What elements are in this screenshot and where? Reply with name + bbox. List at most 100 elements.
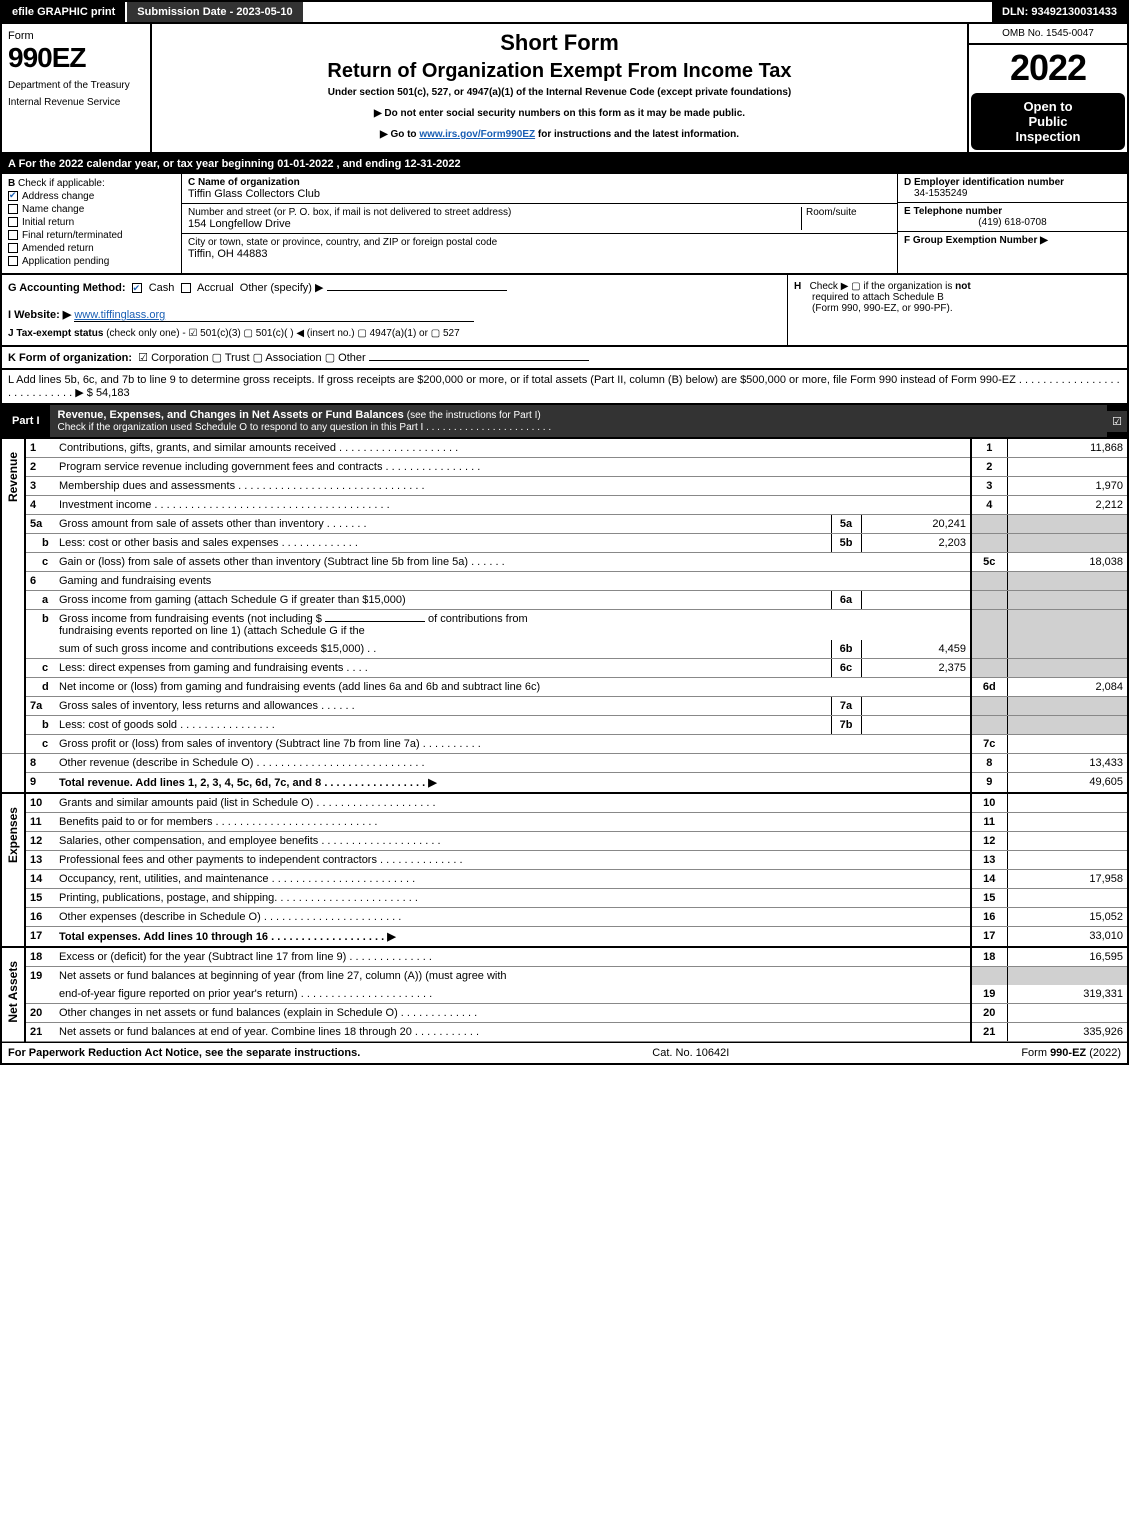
- e-phone-label: E Telephone number: [904, 206, 1002, 217]
- checkbox-initial-return[interactable]: [8, 217, 18, 227]
- g-label: G Accounting Method:: [8, 282, 126, 294]
- l15-desc: Printing, publications, postage, and shi…: [55, 889, 971, 908]
- l-row: L Add lines 5b, 6c, and 7b to line 9 to …: [0, 370, 1129, 405]
- l6c-col-grey: [971, 659, 1007, 678]
- section-def: D Employer identification number 34-1535…: [897, 174, 1127, 273]
- checkbox-application-pending[interactable]: [8, 256, 18, 266]
- l6c-num: c: [25, 659, 55, 678]
- revenue-vert-label: Revenue: [6, 442, 20, 512]
- l6b-num: b: [25, 610, 55, 659]
- l5b-num: b: [25, 534, 55, 553]
- checkbox-name-change[interactable]: [8, 204, 18, 214]
- city-state-zip: Tiffin, OH 44883: [188, 248, 268, 260]
- d-ein-label: D Employer identification number: [904, 177, 1064, 188]
- l6b-blank[interactable]: [325, 621, 425, 622]
- tax-year: 2022: [969, 45, 1127, 91]
- l7b-desc: Less: cost of goods sold . . . . . . . .…: [55, 716, 831, 735]
- line-7c: c Gross profit or (loss) from sales of i…: [2, 735, 1127, 754]
- line-5a: 5a Gross amount from sale of assets othe…: [2, 515, 1127, 534]
- l3-col: 3: [971, 477, 1007, 496]
- l15-col: 15: [971, 889, 1007, 908]
- l7a-desc: Gross sales of inventory, less returns a…: [55, 697, 831, 716]
- ein-value: 34-1535249: [904, 188, 967, 199]
- line-8: 8 Other revenue (describe in Schedule O)…: [2, 754, 1127, 773]
- irs-link[interactable]: www.irs.gov/Form990EZ: [419, 129, 535, 140]
- other-specify-input[interactable]: [327, 290, 507, 291]
- l5a-num: 5a: [25, 515, 55, 534]
- form-header: Form 990EZ Department of the Treasury In…: [0, 24, 1129, 154]
- open-to-public: Open to Public Inspection: [971, 93, 1125, 150]
- l7a-num: 7a: [25, 697, 55, 716]
- line-19a: 19 Net assets or fund balances at beginn…: [2, 967, 1127, 986]
- l10-val: [1007, 793, 1127, 813]
- l3-num: 3: [25, 477, 55, 496]
- l7b-col-grey: [971, 716, 1007, 735]
- line-11: 11 Benefits paid to or for members . . .…: [2, 813, 1127, 832]
- line-20: 20 Other changes in net assets or fund b…: [2, 1004, 1127, 1023]
- l7a-subval: [861, 697, 971, 716]
- l18-num: 18: [25, 947, 55, 967]
- footer-right-pre: Form: [1021, 1047, 1050, 1059]
- footer-right-bold: 990-EZ: [1050, 1047, 1086, 1059]
- efile-print-button[interactable]: efile GRAPHIC print: [2, 2, 125, 22]
- part-i-title-note: (see the instructions for Part I): [407, 410, 541, 421]
- accrual-label: Accrual: [197, 282, 234, 294]
- page-footer: For Paperwork Reduction Act Notice, see …: [0, 1042, 1129, 1065]
- l14-desc: Occupancy, rent, utilities, and maintena…: [55, 870, 971, 889]
- line-21: 21 Net assets or fund balances at end of…: [2, 1023, 1127, 1042]
- checkbox-amended-return[interactable]: [8, 243, 18, 253]
- l2-val: [1007, 458, 1127, 477]
- l5c-desc: Gain or (loss) from sale of assets other…: [55, 553, 971, 572]
- k-other-input[interactable]: [369, 360, 589, 361]
- checkbox-address-change[interactable]: [8, 191, 18, 201]
- l20-desc: Other changes in net assets or fund bala…: [55, 1004, 971, 1023]
- l6d-val: 2,084: [1007, 678, 1127, 697]
- l19-num: 19: [25, 967, 55, 1004]
- l6-num: 6: [25, 572, 55, 591]
- l6c-sub: 6c: [831, 659, 861, 678]
- l6b-sub: 6b: [831, 640, 861, 659]
- info-block: B Check if applicable: Address change Na…: [0, 174, 1129, 275]
- part-i-schedule-o-check[interactable]: ☑: [1107, 411, 1127, 432]
- open-line3: Inspection: [1015, 129, 1080, 144]
- address-change-label: Address change: [22, 191, 94, 202]
- dept-treasury: Department of the Treasury: [8, 80, 144, 91]
- footer-right: Form 990-EZ (2022): [1021, 1047, 1121, 1059]
- l13-col: 13: [971, 851, 1007, 870]
- l5c-num: c: [25, 553, 55, 572]
- checkbox-accrual[interactable]: [181, 283, 191, 293]
- l5a-desc: Gross amount from sale of assets other t…: [55, 515, 831, 534]
- part-i-tab: Part I: [2, 411, 50, 431]
- open-line1: Open to: [1023, 99, 1072, 114]
- l8-desc: Other revenue (describe in Schedule O) .…: [55, 754, 971, 773]
- checkbox-final-return[interactable]: [8, 230, 18, 240]
- line-4: 4 Investment income . . . . . . . . . . …: [2, 496, 1127, 515]
- l6b-col-grey: [971, 610, 1007, 641]
- l14-col: 14: [971, 870, 1007, 889]
- gh-block: G Accounting Method: Cash Accrual Other …: [0, 275, 1129, 347]
- l7b-subval: [861, 716, 971, 735]
- l5a-sub: 5a: [831, 515, 861, 534]
- l4-num: 4: [25, 496, 55, 515]
- l7c-val: [1007, 735, 1127, 754]
- l6b-desc3: fundraising events reported on line 1) (…: [59, 625, 365, 637]
- return-title: Return of Organization Exempt From Incom…: [162, 60, 957, 83]
- line-6c: c Less: direct expenses from gaming and …: [2, 659, 1127, 678]
- checkbox-cash[interactable]: [132, 283, 142, 293]
- l6a-num: a: [25, 591, 55, 610]
- l12-val: [1007, 832, 1127, 851]
- l6b-desc4: sum of such gross income and contributio…: [55, 640, 831, 659]
- l1-num: 1: [25, 439, 55, 458]
- k-label: K Form of organization:: [8, 352, 132, 364]
- footer-cat-no: Cat. No. 10642I: [360, 1047, 1021, 1059]
- website-link[interactable]: www.tiffinglass.org: [74, 309, 474, 322]
- city-label: City or town, state or province, country…: [188, 237, 497, 248]
- part-i-sub: Check if the organization used Schedule …: [58, 422, 552, 433]
- open-line2: Public: [1028, 114, 1067, 129]
- l1-col: 1: [971, 439, 1007, 458]
- l6c-desc: Less: direct expenses from gaming and fu…: [55, 659, 831, 678]
- l9-val: 49,605: [1007, 773, 1127, 794]
- application-pending-label: Application pending: [22, 256, 109, 267]
- name-change-label: Name change: [22, 204, 84, 215]
- goto-pre: ▶ Go to: [380, 129, 419, 140]
